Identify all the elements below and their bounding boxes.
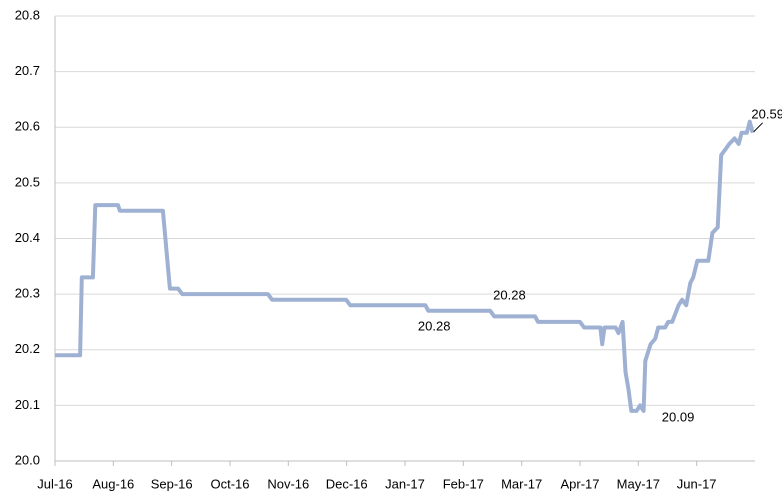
annotation: 20.28 — [493, 288, 526, 303]
x-tick-label: Aug-16 — [92, 476, 134, 491]
x-tick-label: Nov-16 — [267, 476, 309, 491]
data-line — [55, 119, 755, 413]
x-tick-label: May-17 — [617, 476, 660, 491]
y-tick-label: 20.6 — [15, 119, 40, 134]
x-tick-label: Mar-17 — [501, 476, 542, 491]
y-tick-label: 20.4 — [15, 230, 40, 245]
annotation-leader — [753, 122, 764, 133]
x-tick-label: Jul-16 — [37, 476, 72, 491]
x-tick-label: Apr-17 — [560, 476, 599, 491]
x-tick-label: Jan-17 — [385, 476, 425, 491]
y-tick-label: 20.5 — [15, 174, 40, 189]
x-tick-label: Jun-17 — [677, 476, 717, 491]
x-tick-label: Oct-16 — [210, 476, 249, 491]
x-tick-label: Feb-17 — [443, 476, 484, 491]
y-tick-label: 20.3 — [15, 286, 40, 301]
y-tick-label: 20.0 — [15, 452, 40, 467]
y-tick-label: 20.7 — [15, 63, 40, 78]
x-tick-label: Dec-16 — [326, 476, 368, 491]
annotation: 20.09 — [662, 409, 695, 424]
y-tick-label: 20.1 — [15, 397, 40, 412]
annotation: 20.59 — [751, 106, 782, 121]
annotation: 20.28 — [418, 319, 451, 334]
y-tick-label: 20.8 — [15, 7, 40, 22]
y-tick-label: 20.2 — [15, 341, 40, 356]
x-tick-label: Sep-16 — [151, 476, 193, 491]
